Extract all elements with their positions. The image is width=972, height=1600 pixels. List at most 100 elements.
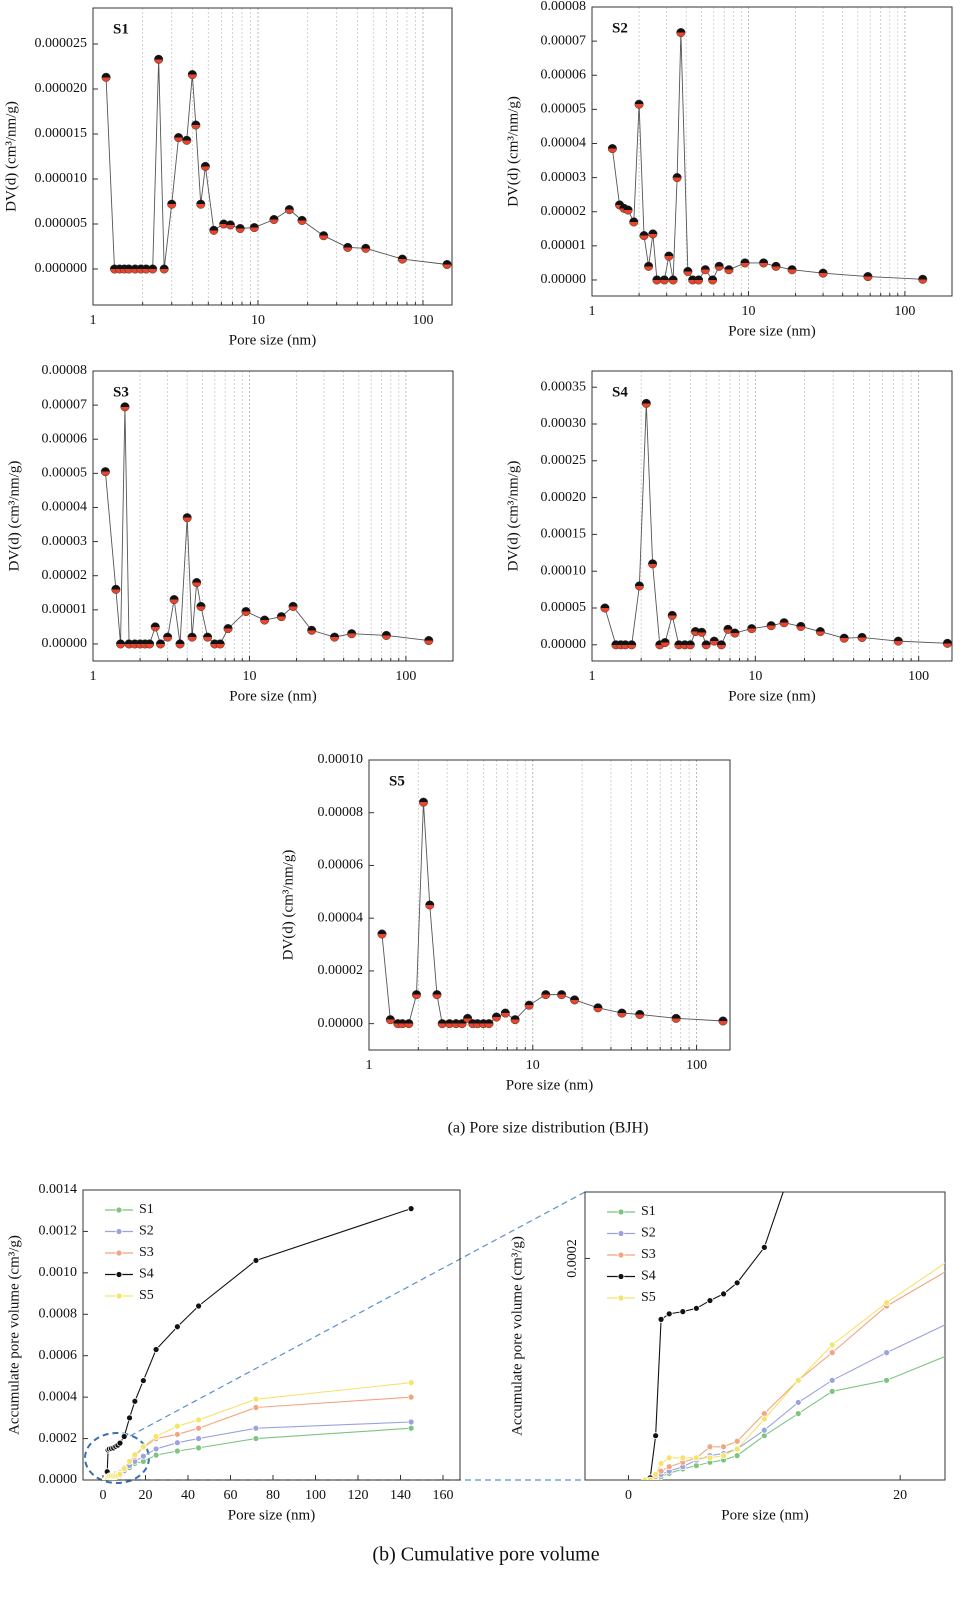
- chart-panel: 1 10 100 0.00000 0.00001 0.00002 0.00003 0.0000…: [505, 0, 953, 339]
- x-tick-label: 160: [432, 1488, 453, 1503]
- y-tick-label: 0.0008: [39, 1307, 78, 1322]
- data-point: [883, 1376, 890, 1384]
- y-tick-label: 0.00010: [541, 563, 587, 578]
- data-point: [665, 1454, 673, 1462]
- data-point: [154, 54, 164, 64]
- y-tick-label: 0.00005: [541, 600, 587, 615]
- data-point: [269, 214, 279, 224]
- x-axis-title: Pore size (nm): [506, 1077, 593, 1093]
- data-point: [965, 1344, 971, 1350]
- data-point: [418, 797, 428, 807]
- data-point: [648, 559, 658, 569]
- data-point: [215, 639, 225, 649]
- y-tick-label: 0.00002: [42, 568, 88, 583]
- y-tick-label: 0.00000: [541, 637, 587, 652]
- data-point: [733, 1279, 741, 1287]
- y-tick-label: 0.0010: [39, 1265, 78, 1280]
- data-point: [152, 1433, 160, 1440]
- y-tick-label: 0.00000: [541, 272, 587, 287]
- data-point: [634, 99, 644, 109]
- data-point: [667, 610, 677, 620]
- data-point: [716, 640, 726, 650]
- y-tick-label: 0.00006: [42, 431, 88, 446]
- legend-label: S3: [641, 1247, 656, 1262]
- data-point: [174, 133, 184, 143]
- series-line: [381, 802, 724, 1025]
- data-point: [484, 1019, 494, 1029]
- y-tick-label: 0.000020: [35, 81, 88, 96]
- data-point: [557, 990, 567, 1000]
- data-point: [187, 70, 197, 80]
- data-point: [644, 261, 654, 271]
- data-point: [839, 633, 849, 643]
- x-tick-label: 1: [589, 669, 596, 684]
- plot-frame: [92, 370, 454, 662]
- data-point: [381, 630, 391, 640]
- data-point: [657, 1467, 665, 1475]
- data-point: [759, 258, 769, 268]
- x-tick-label: 10: [741, 304, 755, 319]
- data-point: [766, 621, 776, 631]
- data-point: [377, 929, 387, 939]
- data-point: [828, 1341, 836, 1349]
- data-point: [679, 1454, 687, 1462]
- data-point: [600, 603, 610, 613]
- data-point: [796, 621, 806, 631]
- data-point: [457, 1019, 467, 1029]
- x-axis-title: Pore size (nm): [229, 332, 316, 348]
- y-axis-title: DV(d) (cm³/nm/g): [280, 850, 296, 961]
- y-axis-title: DV(d) (cm³/nm/g): [505, 96, 521, 207]
- y-tick-label: 0.00006: [541, 67, 587, 82]
- caption-a: (a) Pore size distribution (BJH): [448, 1120, 649, 1137]
- data-point: [116, 1439, 124, 1447]
- data-point: [794, 1410, 802, 1417]
- y-tick-label: 0.00005: [42, 466, 88, 481]
- data-point: [965, 1244, 971, 1250]
- y-tick-label: 0.00008: [541, 0, 587, 14]
- data-point: [249, 223, 259, 233]
- data-point: [634, 581, 644, 591]
- data-point: [195, 1302, 203, 1310]
- data-point: [697, 627, 707, 637]
- data-point: [828, 1376, 836, 1384]
- y-tick-label: 0.000000: [35, 261, 88, 276]
- series-line: [105, 59, 448, 270]
- y-tick-label: 0.00015: [541, 527, 587, 542]
- data-point: [500, 1008, 510, 1018]
- series-line: [644, 1192, 784, 1480]
- plot-area: [377, 797, 728, 1029]
- plot-frame: [92, 7, 453, 306]
- data-point: [361, 243, 371, 253]
- y-tick-label: 0.00004: [318, 910, 364, 925]
- data-point: [660, 638, 670, 648]
- data-point: [652, 1471, 660, 1478]
- y-tick-label: 0.00003: [541, 170, 587, 185]
- series-line: [105, 1421, 412, 1480]
- data-point: [720, 1290, 727, 1298]
- data-point: [863, 272, 873, 282]
- x-axis-title: Pore size (nm): [721, 1507, 808, 1523]
- y-tick-label: 0.0014: [39, 1182, 78, 1197]
- chart-panel: 0 20 0.0002 Pore size (nm) Accumulate pore v…: [509, 1191, 971, 1523]
- data-point: [126, 1457, 133, 1465]
- data-point: [701, 640, 711, 650]
- series-line: [644, 1324, 945, 1480]
- caption-b: (b) Cumulative pore volume: [372, 1544, 599, 1566]
- legend-marker: [617, 1273, 625, 1280]
- data-point: [152, 1451, 160, 1459]
- data-point: [131, 1397, 139, 1405]
- legend-label: S4: [641, 1269, 656, 1284]
- data-point: [404, 1019, 414, 1029]
- data-point: [692, 1462, 700, 1469]
- data-point: [771, 261, 781, 271]
- y-tick-label: 0.0002: [565, 1239, 580, 1278]
- data-point: [965, 1311, 971, 1317]
- x-tick-label: 0: [625, 1488, 632, 1503]
- y-tick-label: 0.00020: [541, 490, 587, 505]
- data-point: [148, 264, 158, 274]
- data-point: [760, 1410, 768, 1417]
- legend-marker: [617, 1251, 625, 1259]
- data-point: [139, 1377, 147, 1384]
- data-point: [432, 990, 442, 1000]
